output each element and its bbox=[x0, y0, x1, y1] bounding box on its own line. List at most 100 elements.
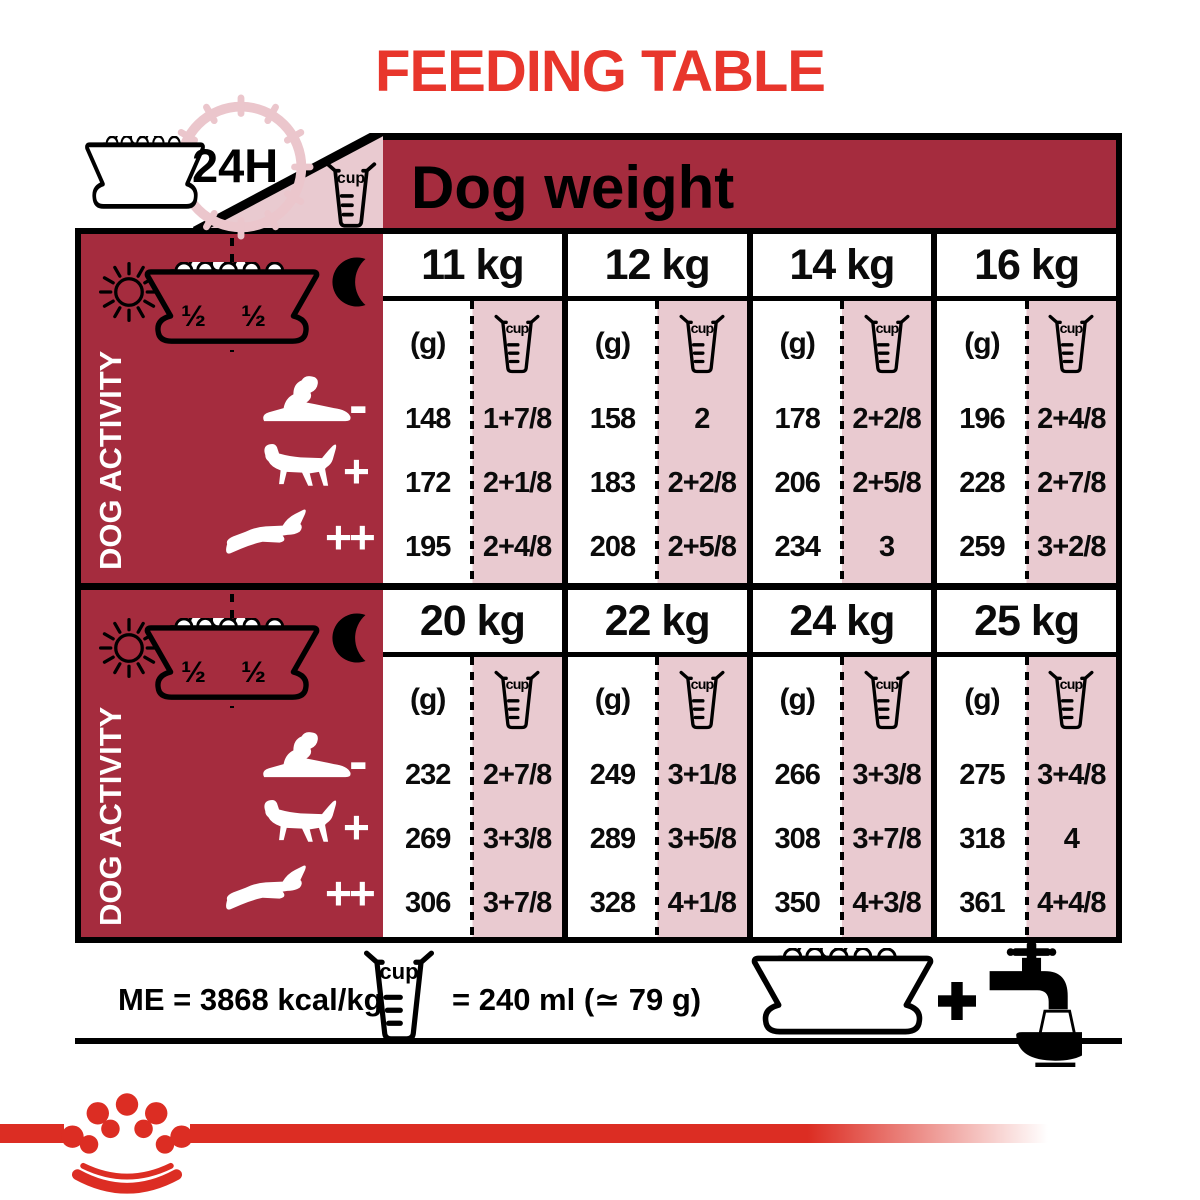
measuring-cup-icon: cup bbox=[1048, 670, 1094, 730]
logo-bar-right bbox=[190, 1124, 1048, 1143]
gram-value: 178 bbox=[774, 402, 820, 435]
gram-value: 208 bbox=[589, 530, 636, 563]
page-title: FEEDING TABLE bbox=[375, 39, 826, 104]
svg-text:cup: cup bbox=[506, 677, 530, 693]
gram-value: 266 bbox=[774, 758, 820, 791]
weight-header: 11 kg bbox=[383, 234, 562, 296]
gram-value: 350 bbox=[774, 886, 820, 919]
weight-column-body: (g) cup 158 2 183 2+2/8 208 2+5/8 bbox=[567, 301, 747, 583]
gram-value: 228 bbox=[959, 466, 1005, 499]
cup-value: 2+4/8 bbox=[1037, 402, 1106, 435]
weight-header: 14 kg bbox=[752, 234, 932, 296]
gram-value: 234 bbox=[774, 530, 820, 563]
dotted-divider bbox=[839, 657, 844, 937]
bowl-half-label: ½ bbox=[241, 656, 267, 689]
weight-header: 24 kg bbox=[752, 590, 932, 652]
weight-table-section-1: 11 kg 12 kg 14 kg 16 kg (g) cup 148 1+7/… bbox=[383, 234, 1116, 583]
cup-equivalence-label: = 240 ml (≃ 79 g) bbox=[452, 982, 702, 1017]
gram-unit-label: (g) bbox=[964, 327, 1000, 360]
weight-column-body: (g) cup 232 2+7/8 269 3+3/8 306 3+7/8 bbox=[383, 657, 562, 937]
gram-value: 183 bbox=[589, 466, 636, 499]
cup-value: 2+4/8 bbox=[482, 530, 552, 563]
activity-level-high: ++ bbox=[325, 511, 376, 563]
dog-activity-panel: ½ ½ DOG ACTIVITY - + ++ bbox=[81, 234, 383, 583]
section-divider-line bbox=[75, 583, 1122, 590]
plus-icon bbox=[938, 982, 976, 1020]
measuring-cup-icon: cup bbox=[494, 670, 540, 730]
cup-value: 2 bbox=[694, 402, 710, 435]
cup-value: 4+1/8 bbox=[667, 886, 737, 919]
gram-value: 275 bbox=[959, 758, 1005, 791]
activity-level-high: ++ bbox=[325, 867, 376, 919]
bowl-half-label: ½ bbox=[181, 656, 207, 689]
measuring-cup-icon: cup bbox=[1048, 314, 1094, 374]
cup-value: 2+5/8 bbox=[667, 530, 737, 563]
activity-level-low: - bbox=[349, 373, 368, 436]
weight-header: 22 kg bbox=[567, 590, 747, 652]
measuring-cup-icon: cup bbox=[494, 314, 540, 374]
measuring-cup-icon: cup bbox=[864, 314, 910, 374]
svg-text:cup: cup bbox=[506, 321, 530, 337]
gram-value: 259 bbox=[959, 530, 1005, 563]
water-tap-icon bbox=[988, 942, 1082, 1067]
dog-running-icon bbox=[226, 865, 306, 910]
dotted-divider bbox=[470, 301, 475, 583]
measuring-cup-icon: cup bbox=[325, 162, 377, 228]
cup-value: 2+7/8 bbox=[482, 758, 552, 791]
svg-text:cup: cup bbox=[690, 321, 714, 337]
dog-resting-icon bbox=[263, 376, 351, 422]
dog-activity-panel: ½ ½ DOG ACTIVITY - + ++ bbox=[81, 590, 383, 937]
dotted-divider bbox=[1024, 657, 1029, 937]
food-bowl-icon bbox=[143, 618, 321, 708]
dog-walking-icon bbox=[264, 443, 337, 486]
activity-level-low: - bbox=[349, 729, 368, 792]
cup-value: 3+5/8 bbox=[667, 822, 737, 855]
gram-value: 289 bbox=[589, 822, 636, 855]
weight-column-body: (g) cup 266 3+3/8 308 3+7/8 350 4+3/8 bbox=[752, 657, 932, 937]
weight-column-body: (g) cup 249 3+1/8 289 3+5/8 328 4+1/8 bbox=[567, 657, 747, 937]
royal-canin-crown-icon bbox=[52, 1086, 202, 1198]
cup-icon-label: cup bbox=[337, 170, 366, 187]
moon-icon bbox=[332, 257, 366, 307]
weight-header: 25 kg bbox=[937, 590, 1116, 652]
gram-unit-label: (g) bbox=[779, 683, 816, 716]
weight-column-body: (g) cup 196 2+4/8 228 2+7/8 259 3+2/8 bbox=[937, 301, 1116, 583]
svg-text:cup: cup bbox=[1060, 677, 1084, 693]
dotted-divider bbox=[655, 301, 660, 583]
cup-value: 2+1/8 bbox=[482, 466, 552, 499]
cup-value: 3+3/8 bbox=[852, 758, 921, 791]
measuring-cup-icon: cup bbox=[679, 670, 725, 730]
food-bowl-icon bbox=[143, 262, 321, 352]
dog-activity-label: DOG ACTIVITY bbox=[93, 350, 128, 570]
dotted-divider bbox=[470, 657, 475, 937]
cup-value: 2+5/8 bbox=[852, 466, 921, 499]
cup-value: 2+2/8 bbox=[667, 466, 737, 499]
gram-value: 269 bbox=[404, 822, 451, 855]
cup-value: 3+2/8 bbox=[1037, 530, 1106, 563]
weight-column-body: (g) cup 275 3+4/8 318 4 361 4+4/8 bbox=[937, 657, 1116, 937]
dog-running-icon bbox=[226, 509, 306, 554]
logo-bar-left bbox=[0, 1124, 64, 1143]
weight-table-section-2: 20 kg 22 kg 24 kg 25 kg (g) cup 232 2+7/… bbox=[383, 590, 1116, 937]
gram-value: 308 bbox=[774, 822, 820, 855]
activity-level-normal: + bbox=[343, 801, 370, 853]
activity-level-normal: + bbox=[343, 445, 370, 497]
cup-value: 4+4/8 bbox=[1037, 886, 1106, 919]
metabolizable-energy-label: ME = 3868 kcal/kg bbox=[118, 982, 383, 1017]
cup-value: 3+7/8 bbox=[482, 886, 552, 919]
moon-icon bbox=[332, 613, 366, 663]
cup-value: 3+3/8 bbox=[482, 822, 552, 855]
dotted-divider bbox=[839, 301, 844, 583]
cup-value: 3+1/8 bbox=[667, 758, 737, 791]
cup-value: 3+7/8 bbox=[852, 822, 921, 855]
gram-value: 232 bbox=[404, 758, 451, 791]
dog-weight-label: Dog weight bbox=[411, 153, 735, 221]
table-border-right bbox=[1116, 133, 1122, 943]
cup-value: 2+2/8 bbox=[852, 402, 921, 435]
svg-text:cup: cup bbox=[690, 677, 714, 693]
food-bowl-icon bbox=[750, 948, 935, 1043]
gram-unit-label: (g) bbox=[594, 683, 631, 716]
weight-header: 12 kg bbox=[567, 234, 747, 296]
gram-unit-label: (g) bbox=[779, 327, 816, 360]
cup-value: 2+7/8 bbox=[1037, 466, 1106, 499]
